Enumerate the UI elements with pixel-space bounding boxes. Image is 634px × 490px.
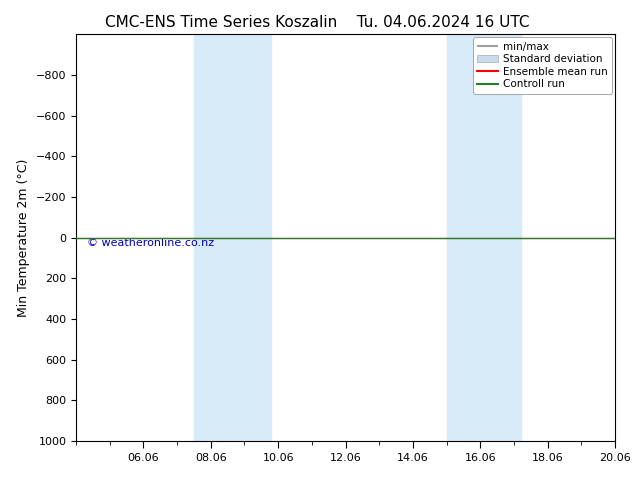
Y-axis label: Min Temperature 2m (°C): Min Temperature 2m (°C) [17, 158, 30, 317]
Text: © weatheronline.co.nz: © weatheronline.co.nz [87, 238, 214, 247]
Bar [446, 34, 521, 441]
Text: CMC-ENS Time Series Koszalin    Tu. 04.06.2024 16 UTC: CMC-ENS Time Series Koszalin Tu. 04.06.2… [105, 15, 529, 30]
Legend: min/max, Standard deviation, Ensemble mean run, Controll run: min/max, Standard deviation, Ensemble me… [473, 37, 612, 94]
Bar [194, 34, 271, 441]
